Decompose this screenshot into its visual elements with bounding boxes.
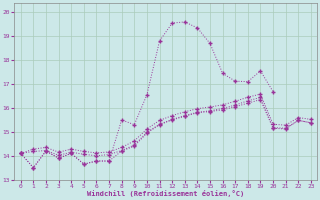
X-axis label: Windchill (Refroidissement éolien,°C): Windchill (Refroidissement éolien,°C) (87, 190, 244, 197)
